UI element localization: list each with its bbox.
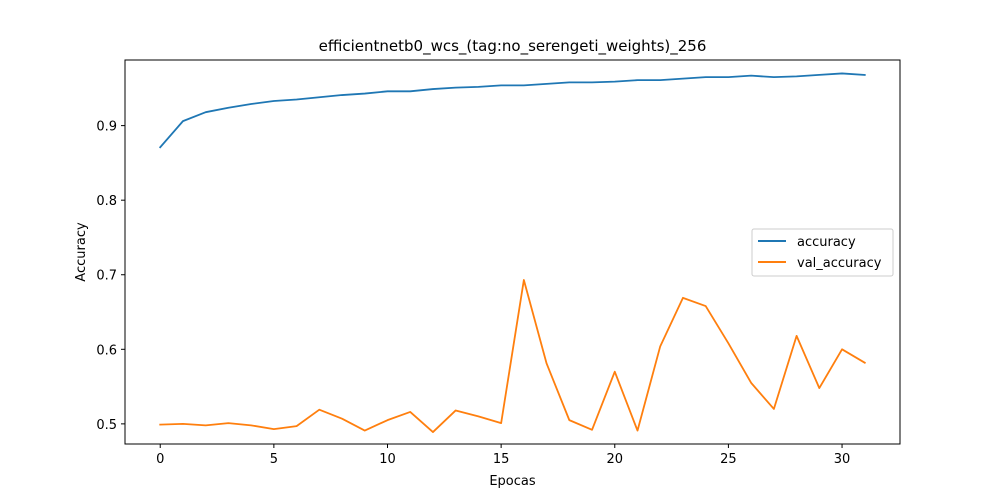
x-tick-label: 25 (720, 452, 737, 467)
series-line-accuracy (158, 72, 866, 149)
legend-label-accuracy: accuracy (797, 235, 856, 250)
ticks-layer: 0 5 10 15 20 25 30 0.5 0.6 0.7 0.8 0.9 (96, 120, 850, 467)
x-tick-label: 30 (834, 452, 851, 467)
x-axis-label: Epocas (489, 474, 536, 489)
x-tick-label: 20 (606, 452, 623, 467)
y-tick-label: 0.7 (96, 269, 117, 284)
x-tick-label: 5 (270, 452, 278, 467)
chart-title: efficientnetb0_wcs_(tag:no_serengeti_wei… (319, 37, 707, 56)
legend: accuracy val_accuracy (751, 228, 894, 277)
legend-box (751, 228, 894, 277)
series-line-val-accuracy (159, 279, 867, 433)
y-tick-label: 0.8 (96, 194, 117, 209)
series-layer (158, 72, 867, 433)
x-tick-label: 10 (379, 452, 396, 467)
y-tick-label: 0.6 (96, 343, 117, 358)
x-tick-label: 15 (493, 452, 510, 467)
legend-label-val-accuracy: val_accuracy (797, 256, 882, 271)
y-tick-label: 0.9 (96, 120, 117, 135)
y-tick-label: 0.5 (96, 418, 117, 433)
x-tick-label: 0 (156, 452, 164, 467)
plot-frame (124, 59, 901, 445)
y-axis-label: Accuracy (74, 222, 89, 282)
